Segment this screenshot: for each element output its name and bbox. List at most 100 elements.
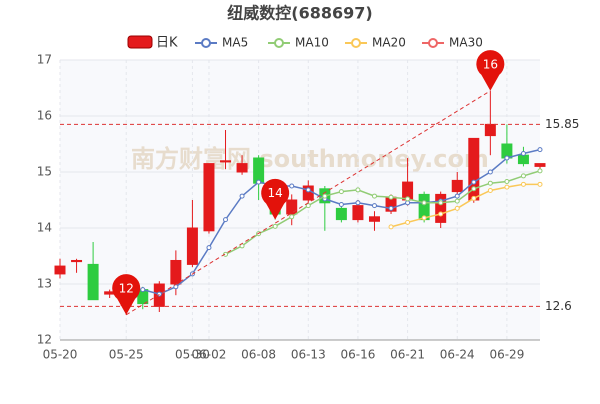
ma-point	[322, 193, 328, 199]
reference-label: 15.85	[545, 117, 579, 131]
legend-label: MA5	[222, 36, 248, 50]
legend-swatch	[127, 35, 153, 49]
ma-point	[140, 287, 146, 293]
ma-point	[421, 215, 427, 221]
ma-point	[405, 196, 411, 202]
candle-body	[484, 123, 496, 137]
ma-point	[471, 179, 477, 185]
y-tick-label: 15	[37, 165, 52, 179]
ma-point	[289, 183, 295, 189]
ma-point	[504, 179, 510, 185]
candle-body	[517, 154, 529, 165]
marker-label: 12	[119, 281, 134, 295]
ma-point	[388, 224, 394, 230]
x-tick-label: 06-21	[390, 348, 425, 362]
legend-label: MA20	[372, 36, 406, 50]
candle-body	[170, 259, 182, 285]
marker-label: 14	[268, 186, 283, 200]
ma-point	[272, 223, 278, 229]
candle-body	[220, 160, 232, 163]
ma-point	[487, 180, 493, 186]
marker-pin	[112, 274, 141, 315]
legend-swatch	[201, 38, 211, 48]
ma-point	[454, 205, 460, 211]
ma-point	[256, 179, 262, 185]
ma-point	[454, 193, 460, 199]
x-tick-label: 06-29	[489, 348, 524, 362]
candle-body	[435, 193, 447, 223]
ma-point	[405, 219, 411, 225]
ma-point	[487, 169, 493, 175]
ma-point	[239, 193, 245, 199]
y-tick-label: 16	[37, 109, 52, 123]
ma-point	[388, 205, 394, 211]
ma-point	[305, 203, 311, 209]
legend-swatch	[351, 38, 361, 48]
legend-swatch	[274, 38, 284, 48]
x-tick-label: 05-20	[43, 348, 78, 362]
ma-line	[390, 183, 540, 228]
ma-point	[388, 194, 394, 200]
ma-point	[438, 211, 444, 217]
ma-point	[487, 187, 493, 193]
x-tick-label: 06-13	[291, 348, 326, 362]
ma-point	[421, 200, 427, 206]
watermark: 南方财富网 southmoney.com	[131, 145, 489, 173]
ma-point	[223, 217, 229, 223]
ma-point	[338, 189, 344, 195]
ma-point	[504, 184, 510, 190]
chart-title: 纽威数控(688697)	[227, 4, 372, 23]
candle-body	[352, 205, 364, 221]
legend-label: MA10	[295, 36, 329, 50]
ma-point	[206, 245, 212, 251]
ma-point	[537, 147, 543, 153]
candle-body	[534, 163, 546, 167]
candle-body	[87, 263, 99, 301]
ma-point	[355, 200, 361, 206]
ma-point	[537, 168, 543, 174]
candle-body	[186, 227, 198, 265]
ma-point	[405, 200, 411, 206]
candle-body	[286, 199, 298, 215]
y-tick-label: 12	[37, 333, 52, 347]
legend-label: MA30	[449, 36, 483, 50]
ma-point	[454, 198, 460, 204]
marker-pin	[476, 50, 505, 91]
ma-point	[289, 214, 295, 220]
legend-swatch	[428, 38, 438, 48]
ma-point	[371, 203, 377, 209]
marker-label: 16	[483, 57, 498, 71]
ma-point	[471, 195, 477, 201]
y-tick-label: 14	[37, 221, 52, 235]
x-tick-label: 06-08	[241, 348, 276, 362]
ma-point	[371, 193, 377, 199]
candle-body	[203, 163, 215, 232]
candle-body	[236, 163, 248, 173]
candle-body	[368, 216, 380, 222]
ma-point	[438, 200, 444, 206]
x-tick-label: 06-16	[340, 348, 375, 362]
trend-line	[125, 90, 491, 316]
candle-body	[54, 265, 66, 275]
ma-point	[520, 151, 526, 157]
candle-body	[253, 157, 265, 184]
ma-point	[305, 187, 311, 193]
y-tick-label: 17	[37, 53, 52, 67]
y-tick-label: 13	[37, 277, 52, 291]
candle-body	[451, 179, 463, 193]
x-tick-label: 05-30	[175, 348, 210, 362]
legend-label: 日K	[156, 36, 178, 51]
ma-point	[520, 173, 526, 179]
x-tick-label: 06-02	[192, 348, 227, 362]
ma-point	[537, 181, 543, 187]
x-tick-label: 05-25	[109, 348, 144, 362]
candle-body	[335, 207, 347, 221]
ma-point	[504, 155, 510, 161]
ma-line	[225, 170, 541, 255]
ma-point	[223, 251, 229, 257]
ma-point	[471, 186, 477, 192]
x-tick-label: 06-24	[440, 348, 475, 362]
reference-label: 12.6	[545, 299, 572, 313]
ma-point	[355, 187, 361, 193]
